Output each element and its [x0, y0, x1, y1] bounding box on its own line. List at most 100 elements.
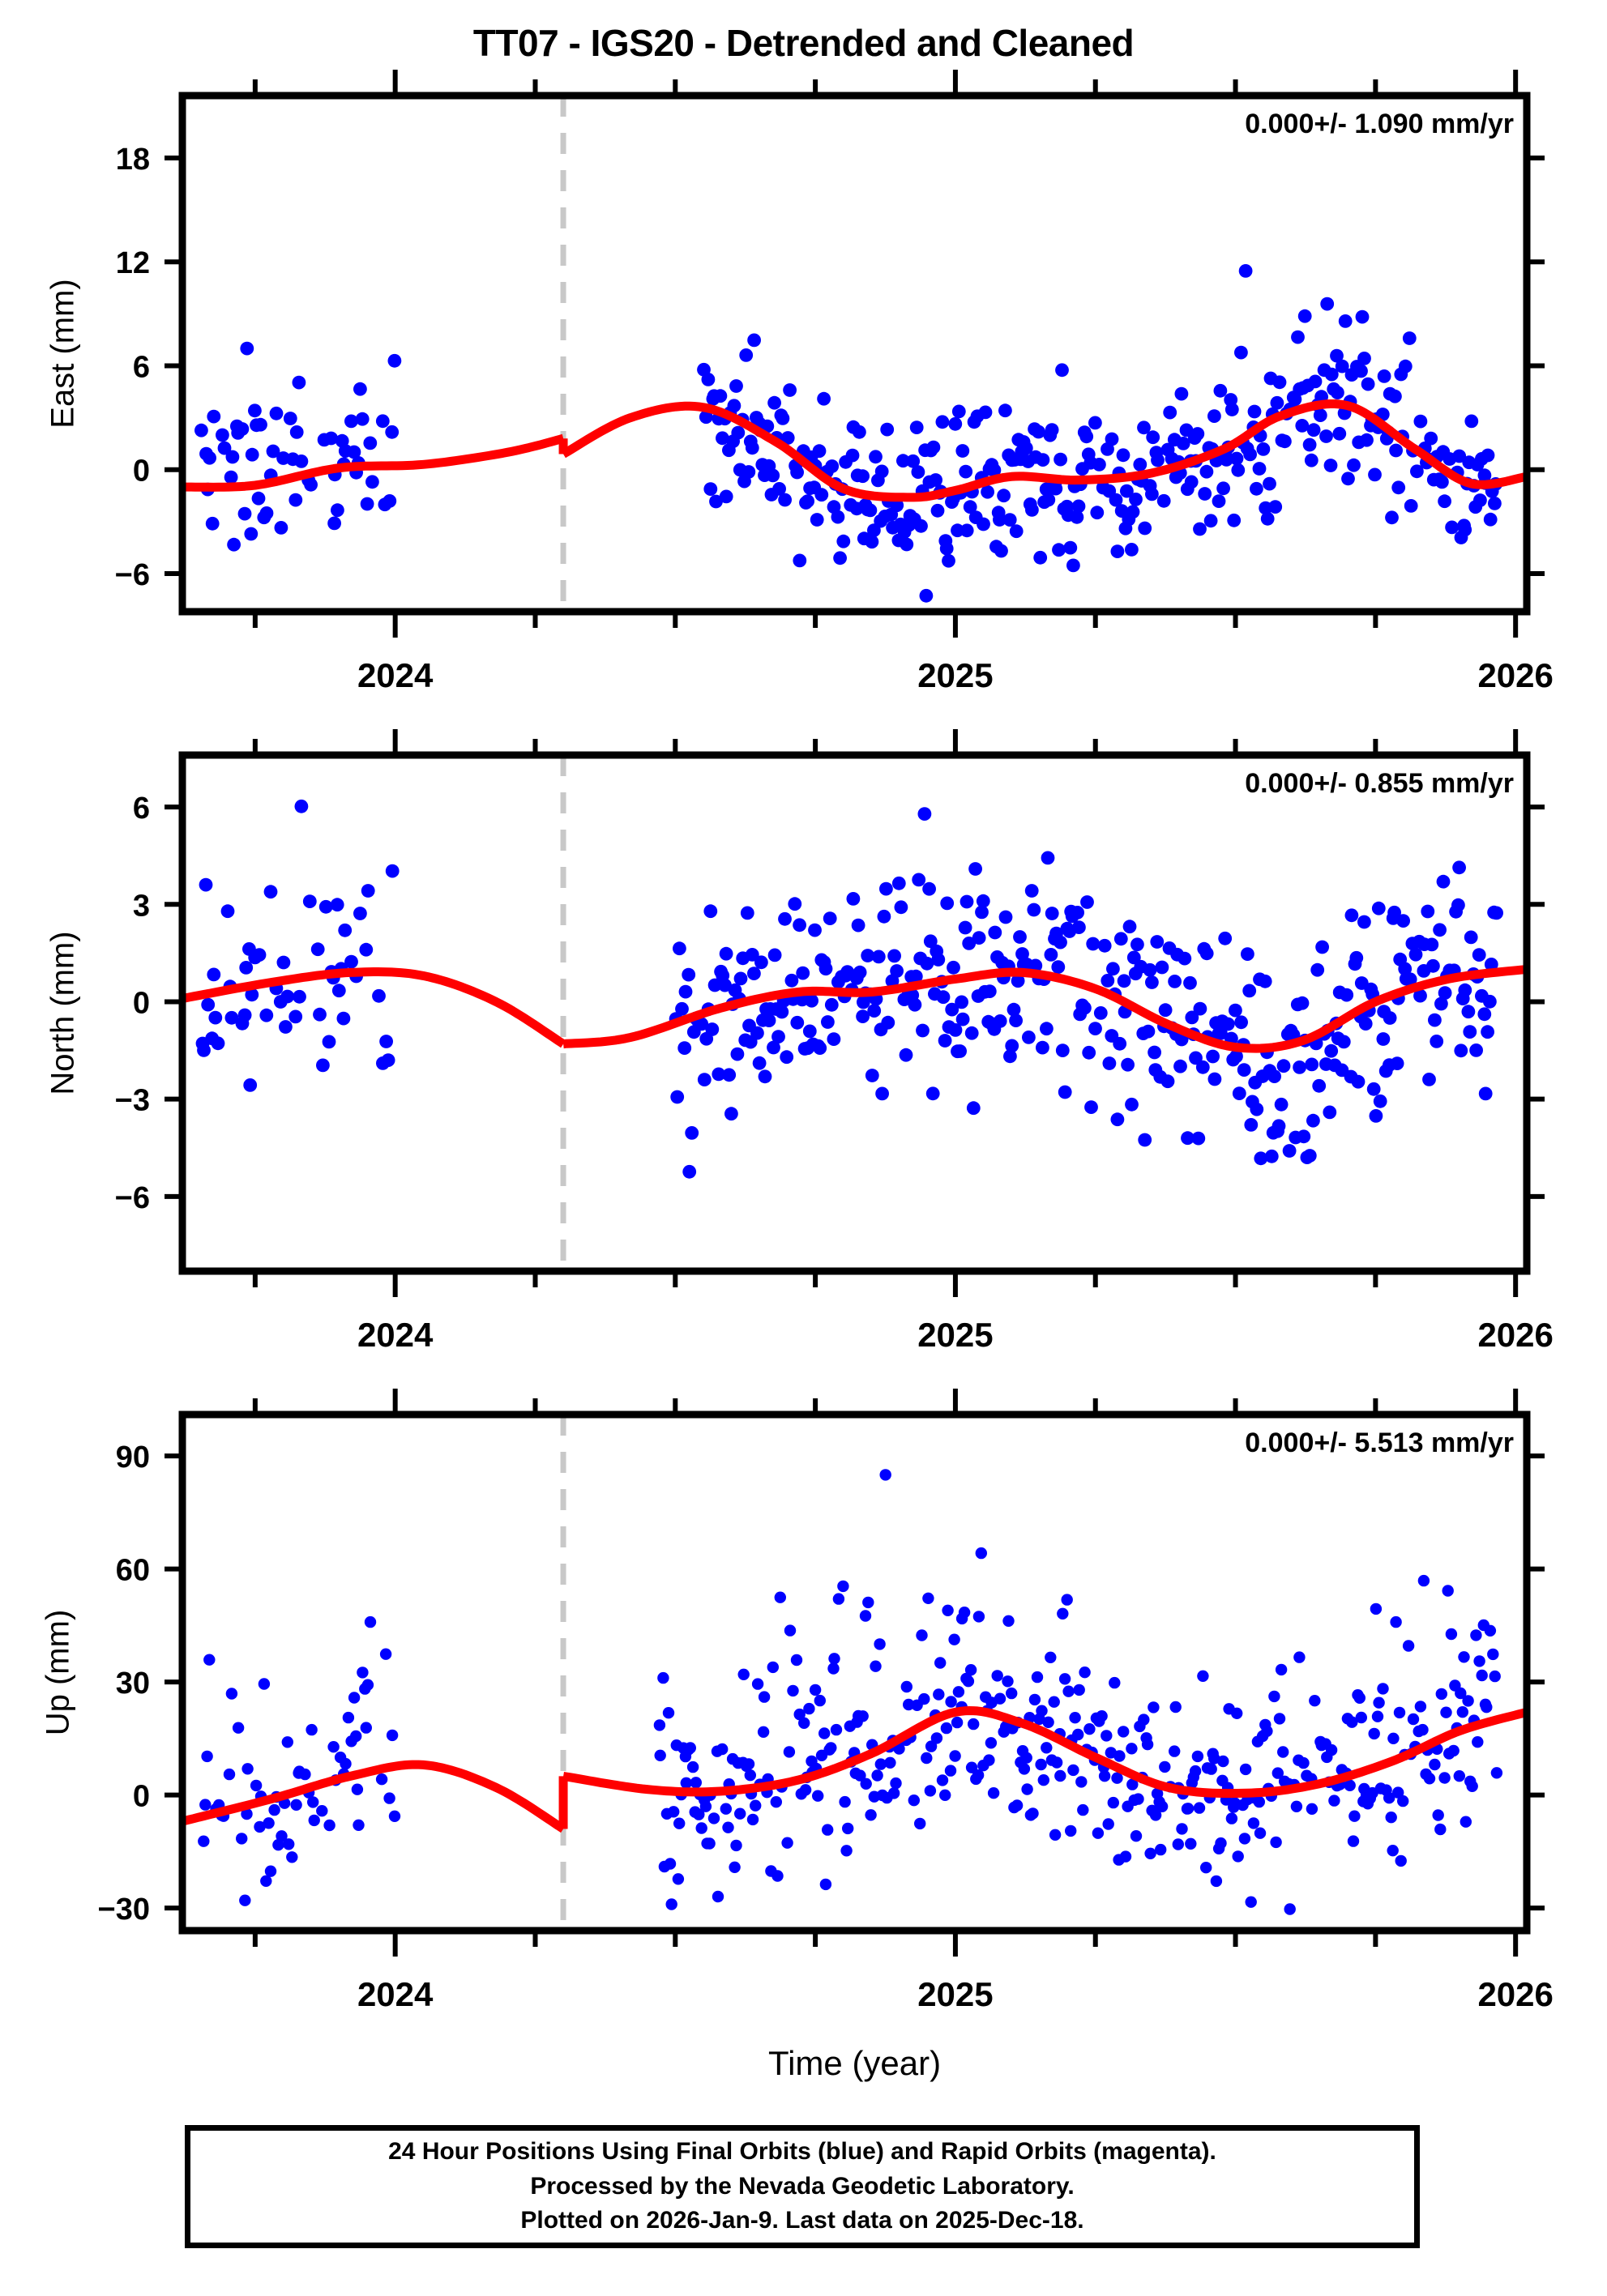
data-point	[839, 1795, 851, 1808]
data-point	[934, 1657, 947, 1669]
data-point	[1390, 1056, 1404, 1070]
data-point	[1484, 958, 1498, 971]
data-point	[1369, 1109, 1383, 1123]
data-point	[1048, 1696, 1060, 1708]
data-point	[780, 1050, 794, 1065]
y-tick-label: −30	[98, 1893, 150, 1927]
data-point	[1490, 1767, 1503, 1779]
data-point	[217, 441, 232, 455]
data-point	[385, 425, 400, 439]
data-point	[269, 406, 284, 420]
data-point	[948, 416, 963, 431]
data-point	[1464, 414, 1479, 429]
data-point	[283, 1838, 295, 1850]
data-point	[279, 1020, 293, 1034]
rate-annotation: 0.000+/- 0.855 mm/yr	[1245, 768, 1514, 799]
data-point	[909, 420, 924, 434]
data-point	[1261, 1725, 1273, 1737]
data-point	[730, 1047, 745, 1061]
plot-background	[182, 755, 1527, 1271]
data-point	[1174, 386, 1189, 401]
data-point	[758, 1069, 772, 1084]
data-point	[859, 1610, 872, 1622]
data-point	[1049, 1829, 1062, 1841]
data-point	[197, 1043, 211, 1057]
data-point	[330, 898, 344, 912]
data-point	[375, 414, 390, 429]
data-point	[747, 333, 761, 348]
data-point	[972, 1769, 985, 1782]
data-point	[1245, 1896, 1257, 1908]
data-point	[964, 1026, 979, 1040]
data-point	[712, 1067, 726, 1082]
data-point	[727, 399, 742, 413]
data-point	[1072, 1728, 1084, 1741]
data-point	[1119, 1850, 1132, 1863]
data-point	[1020, 1752, 1032, 1764]
data-point	[1090, 506, 1105, 520]
data-point	[988, 925, 1002, 940]
data-point	[1413, 414, 1428, 429]
data-point	[993, 513, 1007, 527]
data-point	[259, 506, 274, 520]
data-point	[750, 1799, 762, 1812]
data-point	[801, 494, 814, 508]
data-point	[940, 1722, 953, 1735]
plot-frame	[178, 751, 1531, 1275]
data-point	[1429, 1758, 1441, 1771]
data-point	[827, 1662, 840, 1675]
data-point	[1489, 906, 1503, 920]
data-point	[1313, 408, 1327, 422]
data-point	[292, 375, 306, 390]
data-point	[662, 1707, 675, 1719]
data-point	[893, 1743, 905, 1755]
data-point	[1383, 1792, 1395, 1804]
data-point	[259, 1008, 274, 1022]
data-point	[846, 892, 861, 906]
y-tick-label: 18	[116, 143, 150, 177]
data-point	[1323, 459, 1338, 472]
data-point	[1185, 1837, 1197, 1850]
data-point	[1351, 1074, 1366, 1089]
data-point	[1481, 1701, 1493, 1713]
data-point	[959, 464, 973, 479]
y-tick-label: 3	[133, 889, 150, 923]
data-point	[1183, 975, 1197, 990]
data-point	[718, 978, 732, 992]
data-point	[1113, 1750, 1126, 1762]
data-point	[1272, 375, 1287, 390]
data-point	[1430, 1035, 1444, 1048]
data-point	[299, 1768, 311, 1781]
data-point	[1347, 458, 1361, 472]
data-point	[1138, 521, 1152, 536]
data-point	[856, 469, 870, 484]
data-point	[1404, 499, 1418, 513]
data-point	[824, 997, 839, 1012]
data-point	[361, 1679, 374, 1691]
data-point	[201, 997, 216, 1012]
data-point	[831, 510, 845, 524]
data-point	[344, 414, 358, 429]
data-point	[203, 1654, 216, 1666]
data-point	[1393, 1706, 1406, 1719]
data-point	[1396, 914, 1410, 928]
data-point	[388, 1810, 401, 1822]
data-point	[1146, 430, 1160, 445]
data-point	[198, 1835, 210, 1847]
data-point	[1111, 1772, 1123, 1784]
data-point	[682, 967, 696, 982]
data-point	[952, 1686, 965, 1698]
data-point	[987, 1787, 1000, 1799]
data-point	[1066, 558, 1080, 573]
data-point	[994, 544, 1008, 558]
data-point	[383, 1792, 395, 1804]
data-point	[955, 444, 970, 458]
data-point	[1349, 950, 1364, 965]
data-point	[1231, 463, 1246, 477]
data-point	[983, 1754, 995, 1766]
data-point	[1478, 1086, 1493, 1101]
data-point	[1160, 1074, 1175, 1089]
data-point	[900, 537, 914, 552]
data-point	[1126, 1743, 1138, 1755]
data-point	[1129, 493, 1143, 506]
